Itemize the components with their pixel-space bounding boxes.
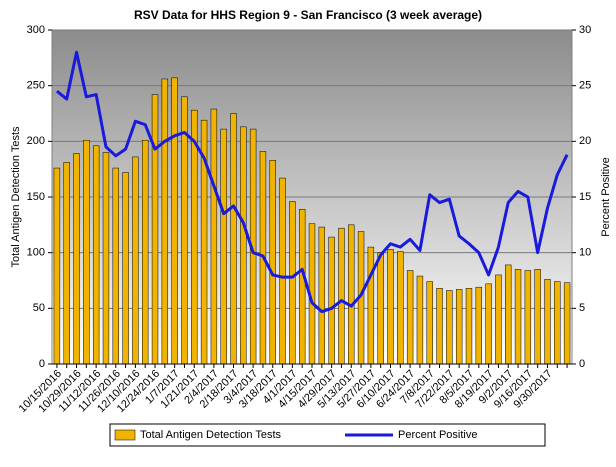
legend-swatch [114, 429, 136, 441]
bar [289, 201, 296, 365]
bar [210, 108, 218, 365]
bar [563, 282, 571, 365]
y-tick-label: 50 [33, 302, 45, 314]
y-tick-label: 150 [27, 191, 45, 203]
bar [181, 96, 188, 365]
y2-tick-label: 30 [579, 24, 591, 36]
bar [142, 139, 149, 365]
y-tick-label: 250 [27, 80, 45, 92]
bar [63, 162, 70, 365]
bar [377, 252, 384, 365]
bar [269, 160, 276, 365]
bar [220, 128, 227, 365]
bar [367, 246, 375, 365]
y-tick-label: 100 [27, 247, 45, 259]
y2-tick-label: 15 [579, 191, 591, 203]
bar [524, 270, 532, 365]
bar [426, 281, 433, 365]
bar [92, 145, 100, 365]
bar [406, 270, 414, 365]
bar [279, 177, 286, 365]
bar [387, 249, 394, 365]
legend-label: Percent Positive [398, 429, 477, 441]
bar [102, 152, 110, 365]
bar [318, 226, 326, 365]
bar [485, 283, 492, 365]
bar [53, 167, 61, 365]
bar [230, 113, 237, 365]
bar [298, 208, 306, 365]
bar [240, 126, 247, 365]
bar [505, 264, 512, 365]
y2-tick-label: 10 [579, 247, 591, 259]
bar [436, 288, 443, 365]
bar [112, 167, 119, 365]
bar [514, 269, 522, 365]
bar [397, 251, 404, 365]
y2-axis-label: Percent Positive [600, 157, 612, 236]
bar [151, 94, 159, 365]
bar [446, 290, 453, 365]
bar [465, 288, 473, 365]
bar [171, 77, 178, 365]
bar [534, 269, 541, 365]
bar [544, 279, 551, 365]
chart-title: RSV Data for HHS Region 9 - San Francisc… [134, 8, 482, 22]
legend [109, 423, 546, 447]
bar [161, 78, 169, 365]
bar [338, 227, 345, 365]
y-tick-label: 200 [27, 135, 45, 147]
y2-tick-label: 20 [579, 135, 591, 147]
bar [191, 109, 198, 365]
y2-tick-label: 5 [579, 302, 585, 314]
y-axis-label: Total Antigen Detection Tests [10, 126, 22, 268]
bar [83, 139, 90, 365]
bar [495, 274, 502, 365]
y-tick-label: 300 [27, 24, 45, 36]
bar [73, 153, 80, 365]
line [55, 50, 569, 314]
legend-label: Total Antigen Detection Tests [140, 429, 282, 441]
y2-tick-label: 25 [579, 80, 591, 92]
bar [328, 236, 335, 365]
bar [132, 156, 139, 365]
y2-tick-label: 0 [579, 358, 585, 370]
bar [475, 286, 482, 365]
y-tick-label: 0 [39, 358, 45, 370]
bar [348, 224, 355, 365]
bar [455, 289, 463, 365]
bar [554, 281, 561, 365]
bar [122, 172, 129, 365]
bar [416, 275, 424, 365]
